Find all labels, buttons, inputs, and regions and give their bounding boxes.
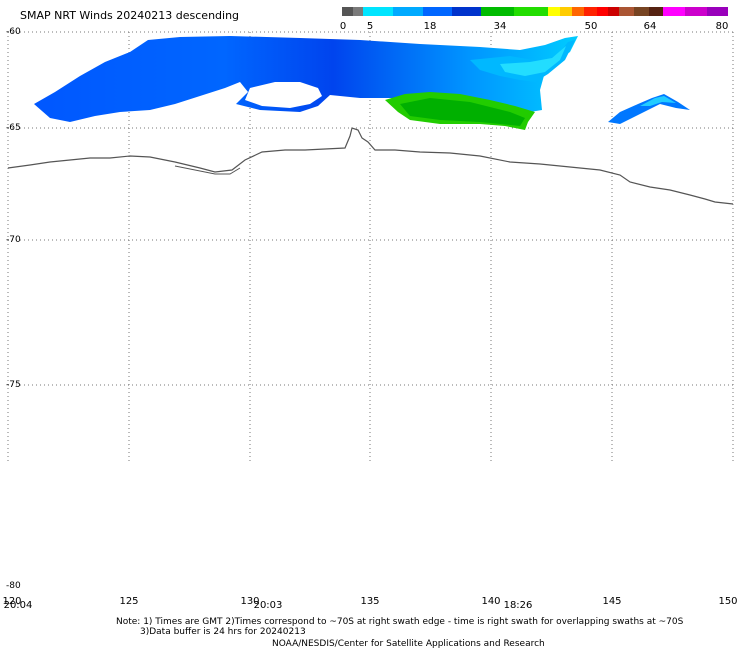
colorbar-segment: [608, 7, 620, 16]
latitude-label: -65: [6, 123, 21, 133]
map-title: SMAP NRT Winds 20240213 descending: [20, 9, 240, 22]
latitude-label: -80: [6, 581, 21, 591]
longitude-label: 140: [481, 596, 501, 607]
colorbar-label: 34: [493, 21, 507, 32]
swath-time-3: 18:26: [503, 600, 533, 611]
colorbar-segment: [514, 7, 548, 16]
colorbar-segment: [596, 7, 609, 16]
colorbar-segment: [572, 7, 585, 16]
wind-swath-cyan: [500, 46, 566, 76]
longitude-label: 125: [119, 596, 139, 607]
coastline-inlet: [174, 165, 241, 175]
colorbar-segment: [706, 7, 728, 16]
latitude-label: -60: [6, 27, 21, 37]
colorbar-segment: [619, 7, 635, 16]
colorbar-label: 64: [643, 21, 657, 32]
wind-speed-colorbar: [342, 7, 728, 16]
colorbar-label: 0: [339, 21, 347, 32]
longitude-label: 145: [602, 596, 622, 607]
swath-time-1: 20:04: [3, 600, 33, 611]
colorbar-segment: [422, 7, 453, 16]
colorbar-segment: [392, 7, 423, 16]
wind-swath-light: [470, 40, 575, 82]
latitude-label: -70: [6, 235, 21, 245]
longitude-label: 150: [718, 596, 738, 607]
wind-swath-right: [608, 94, 690, 124]
colorbar-segment: [547, 7, 560, 16]
colorbar-segment: [663, 7, 686, 16]
colorbar-label: 80: [715, 21, 729, 32]
swath-gap: [245, 82, 322, 108]
wind-swath-right-cyan: [640, 96, 676, 106]
colorbar-segment: [352, 7, 363, 16]
longitude-label: 135: [360, 596, 380, 607]
note-line-2: 3)Data buffer is 24 hrs for 20240213: [140, 627, 306, 637]
colorbar-segment: [634, 7, 650, 16]
note-line-3: NOAA/NESDIS/Center for Satellite Applica…: [272, 639, 545, 649]
colorbar-segment: [685, 7, 707, 16]
colorbar-segment: [649, 7, 664, 16]
wind-swath-green-dark: [400, 98, 525, 126]
wind-swath-main: [34, 36, 578, 122]
colorbar-segment: [363, 7, 393, 16]
colorbar-segment: [452, 7, 482, 16]
colorbar-segment: [342, 7, 353, 16]
colorbar-label: 50: [584, 21, 598, 32]
swath-time-2: 20:03: [253, 600, 283, 611]
longitude-label: 120: [2, 596, 22, 607]
colorbar-segment: [559, 7, 573, 16]
colorbar-label: 5: [366, 21, 374, 32]
latitude-label: -75: [6, 380, 21, 390]
colorbar-segment: [584, 7, 597, 16]
colorbar-segment: [481, 7, 515, 16]
antarctic-coastline: [7, 127, 734, 205]
note-line-1: Note: 1) Times are GMT 2)Times correspon…: [116, 617, 684, 627]
colorbar-label: 18: [423, 21, 437, 32]
longitude-label: 130: [240, 596, 260, 607]
